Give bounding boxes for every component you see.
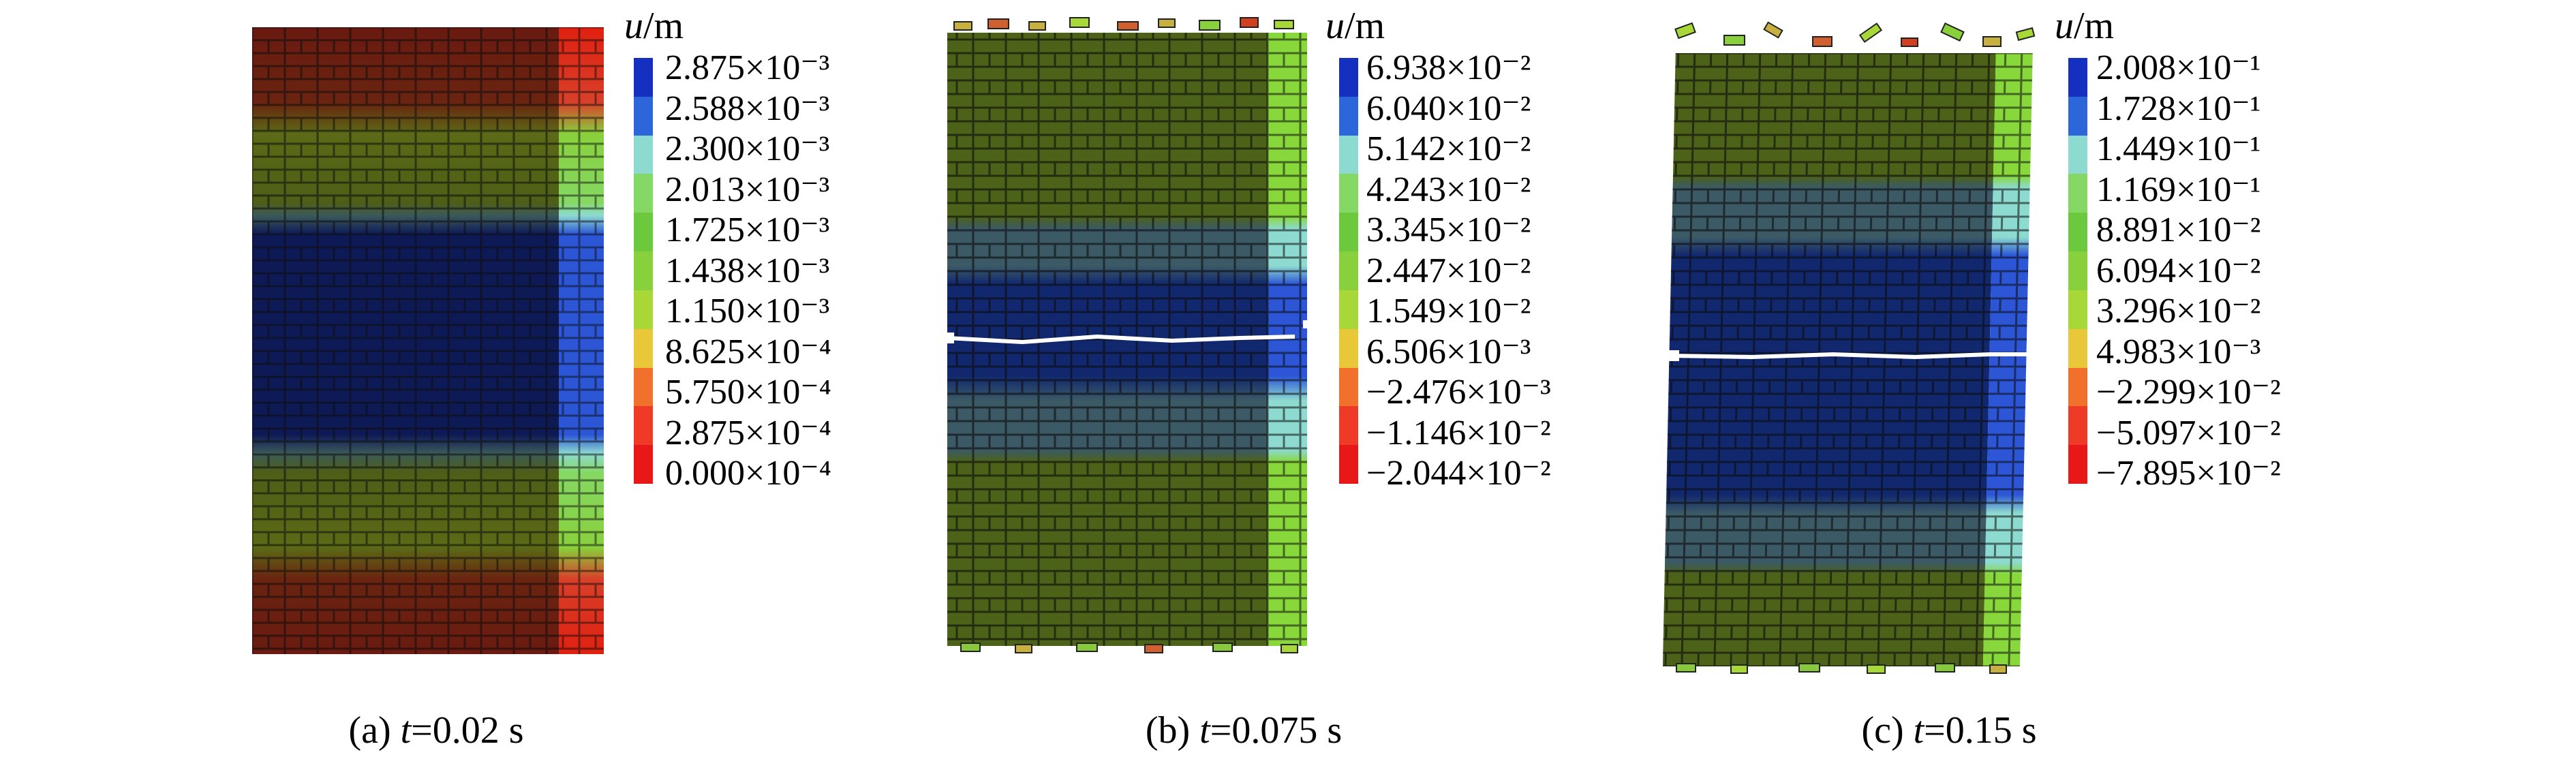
legend-tick: 1.549×10⁻² [1366, 292, 1531, 330]
legend-tick: −7.895×10⁻² [2096, 454, 2281, 493]
colorbar-segment [2068, 445, 2087, 484]
legend-tick: 0.000×10⁻⁴ [665, 454, 831, 493]
colorbar-a [634, 58, 653, 484]
colorbar-segment [1339, 445, 1358, 484]
colorbar-segment [2068, 406, 2087, 446]
legend-tick: −2.476×10⁻³ [1366, 373, 1551, 412]
colorbar-segment [1339, 174, 1358, 213]
legend-tick: −1.146×10⁻² [1366, 413, 1551, 452]
colorbar-segment [2068, 328, 2087, 368]
legend-tick: 6.094×10⁻² [2096, 251, 2261, 290]
legend-tick: 6.040×10⁻² [1366, 89, 1531, 128]
legend-tick: 2.875×10⁻⁴ [665, 413, 831, 452]
caption-c: (c) t=0.15 s [1861, 709, 2037, 752]
colorbar-segment [2068, 135, 2087, 174]
colorbar-segment [2068, 96, 2087, 136]
colorbar-segment [1339, 96, 1358, 136]
legend-tick: 2.300×10⁻³ [665, 129, 830, 168]
legend-tick: 1.169×10⁻¹ [2096, 170, 2261, 209]
colorbar-segment [2068, 174, 2087, 213]
legend-tick: −2.299×10⁻² [2096, 373, 2281, 412]
legend-tick: 1.438×10⁻³ [665, 251, 830, 290]
block-wall-model-a [252, 27, 604, 654]
colorbar-segment [634, 96, 653, 136]
colorbar-segment [1339, 290, 1358, 329]
legend-tick: 5.142×10⁻² [1366, 129, 1531, 168]
colorbar-segment [634, 406, 653, 446]
colorbar-b [1339, 58, 1358, 484]
legend-tick: 2.447×10⁻² [1366, 251, 1531, 290]
colorbar-segment [634, 445, 653, 484]
colorbar-segment [1339, 406, 1358, 446]
colorbar-segment [1339, 135, 1358, 174]
legend-tick: 3.296×10⁻² [2096, 292, 2261, 330]
legend-tick: 1.725×10⁻³ [665, 211, 830, 249]
colorbar-segment [634, 213, 653, 252]
legend-tick: 8.891×10⁻² [2096, 211, 2261, 249]
colorbar-segment [634, 174, 653, 213]
caption-a: (a) t=0.02 s [348, 709, 524, 752]
colorbar-segment [2068, 290, 2087, 329]
colorbar-segment [634, 367, 653, 407]
legend-tick: 5.750×10⁻⁴ [665, 373, 831, 412]
legend-unit-label: u/m [624, 5, 684, 47]
colorbar-segment [2068, 213, 2087, 252]
legend-tick: 6.938×10⁻² [1366, 48, 1531, 87]
colorbar-segment [1339, 367, 1358, 407]
legend-tick: 2.588×10⁻³ [665, 89, 830, 128]
colorbar-c [2068, 58, 2087, 484]
panel-a: u/m 2.875×10⁻³ 2.588×10⁻³ 2.300×10⁻³ 2.0… [0, 0, 859, 757]
legend-unit-label: u/m [2055, 5, 2115, 47]
legend-tick: 2.013×10⁻³ [665, 170, 830, 209]
colorbar-segment [1339, 328, 1358, 368]
colorbar-segment [2068, 251, 2087, 290]
colorbar-segment [634, 135, 653, 174]
colorbar-segment [634, 328, 653, 368]
colorbar-segment [1339, 213, 1358, 252]
colorbar-segment [1339, 58, 1358, 97]
legend-tick: 8.625×10⁻⁴ [665, 332, 831, 371]
colorbar-segment [634, 58, 653, 97]
caption-b: (b) t=0.075 s [1145, 709, 1343, 752]
legend-tick: 4.243×10⁻² [1366, 170, 1531, 209]
colorbar-segment [1339, 251, 1358, 290]
legend-unit-label: u/m [1325, 5, 1385, 47]
legend-tick: 3.345×10⁻² [1366, 211, 1531, 249]
legend-tick: 6.506×10⁻³ [1366, 332, 1531, 371]
colorbar-segment [2068, 58, 2087, 97]
legend-tick: 1.150×10⁻³ [665, 292, 830, 330]
colorbar-segment [634, 251, 653, 290]
block-wall-model-b [940, 12, 1322, 660]
colorbar-segment [634, 290, 653, 329]
legend-tick: 1.728×10⁻¹ [2096, 89, 2261, 128]
legend-tick: 1.449×10⁻¹ [2096, 129, 2261, 168]
legend-tick: 2.875×10⁻³ [665, 48, 830, 87]
colorbar-segment [2068, 367, 2087, 407]
legend-tick: 2.008×10⁻¹ [2096, 48, 2261, 87]
legend-tick: −2.044×10⁻² [1366, 454, 1551, 493]
legend-tick: 4.983×10⁻³ [2096, 332, 2261, 371]
legend-tick: −5.097×10⁻² [2096, 413, 2281, 452]
block-wall-model-c [1663, 12, 2044, 680]
